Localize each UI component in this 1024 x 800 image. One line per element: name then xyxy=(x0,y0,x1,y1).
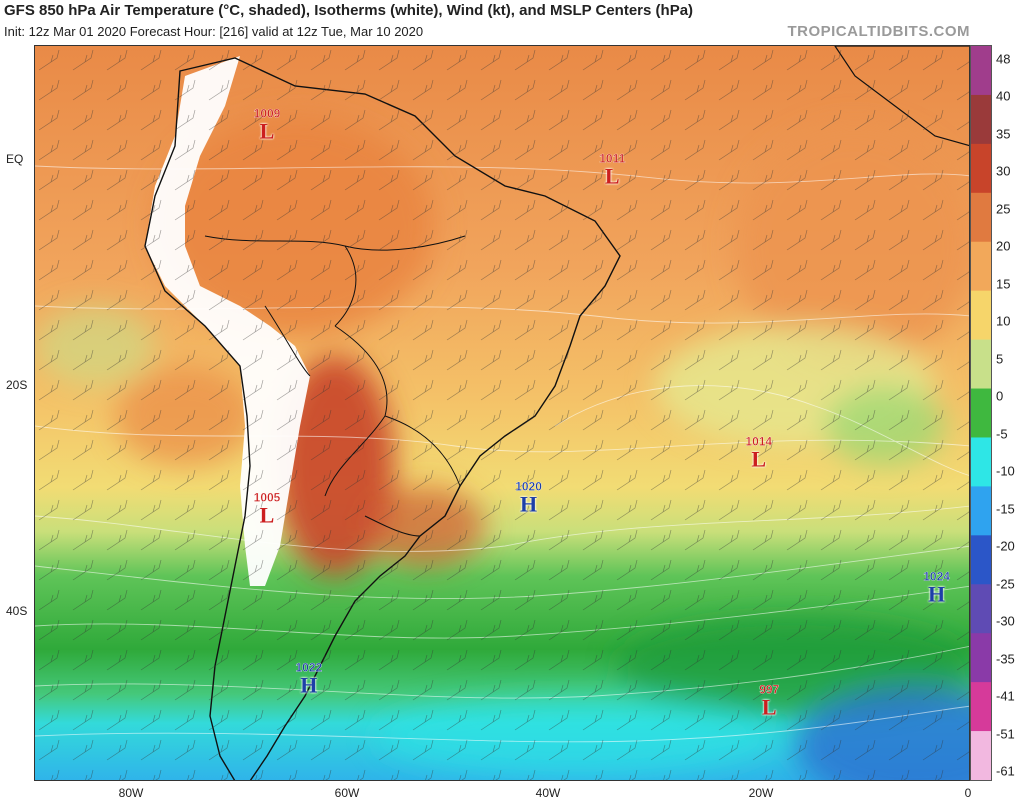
pressure-symbol: H xyxy=(300,672,318,698)
colorbar-tick-label: 30 xyxy=(996,163,1011,179)
colorbar-gradient xyxy=(971,46,991,781)
colorbar-segment xyxy=(971,584,991,635)
pressure-value: 1020 xyxy=(515,479,542,494)
pressure-value: 1014 xyxy=(745,434,773,449)
pressure-symbol: H xyxy=(928,581,946,607)
colorbar-segment xyxy=(971,388,991,439)
lon-label-40w: 40W xyxy=(535,786,561,800)
pressure-symbol: L xyxy=(761,694,777,720)
map-title: GFS 850 hPa Air Temperature (°C, shaded)… xyxy=(4,2,694,19)
lat-label-eq: EQ xyxy=(6,152,24,166)
pressure-symbol: H xyxy=(519,491,538,517)
low-pressure-center: 1005 L xyxy=(253,490,281,528)
colorbar-tick-label: -25 xyxy=(996,576,1015,592)
colorbar-segment xyxy=(971,290,991,341)
pressure-value: 1024 xyxy=(923,569,950,584)
pressure-symbol: L xyxy=(259,118,275,144)
colorbar-segment xyxy=(971,46,991,96)
colorbar-tick-label: 40 xyxy=(996,88,1011,104)
lat-label-40s: 40S xyxy=(6,604,28,618)
colorbar-tick-label: -30 xyxy=(996,613,1015,629)
lon-label-20w: 20W xyxy=(748,786,774,800)
low-pressure-center: 1011 L xyxy=(599,151,626,189)
colorbar-tick-label: 0 xyxy=(996,388,1004,404)
pressure-value: 1005 xyxy=(253,490,281,505)
colorbar-tick-label: 25 xyxy=(996,201,1011,217)
colorbar-segment xyxy=(971,437,991,488)
pressure-value: 997 xyxy=(759,682,780,697)
lon-label-60w: 60W xyxy=(334,786,360,800)
colorbar-tick-label: 5 xyxy=(996,351,1004,367)
colorbar-tick-label: -35 xyxy=(996,651,1015,667)
colorbar xyxy=(970,45,992,781)
high-pressure-center: 1024 H xyxy=(923,569,950,607)
colorbar-segment xyxy=(971,94,991,145)
colorbar-tick-label: -15 xyxy=(996,501,1015,517)
colorbar-tick-label: -10 xyxy=(996,463,1015,479)
colorbar-segment xyxy=(971,633,991,684)
low-pressure-center: 1009 L xyxy=(253,106,281,144)
high-pressure-center: 1022 H xyxy=(295,660,323,698)
colorbar-tick-label: 10 xyxy=(996,313,1011,329)
colorbar-tick-label: -20 xyxy=(996,538,1015,554)
pressure-symbol: L xyxy=(259,502,275,528)
colorbar-tick-label: 48 xyxy=(996,51,1011,67)
wind-barbs xyxy=(35,46,969,780)
colorbar-segment xyxy=(971,682,991,733)
colorbar-tick-label: -51 xyxy=(996,726,1015,742)
lon-label-80w: 80W xyxy=(118,786,144,800)
colorbar-segment xyxy=(971,731,991,781)
pressure-value: 1009 xyxy=(253,106,281,121)
colorbar-tick-label: 20 xyxy=(996,238,1011,254)
pressure-symbol: L xyxy=(604,163,620,189)
colorbar-segment xyxy=(971,339,991,390)
colorbar-tick-label: 35 xyxy=(996,126,1011,142)
high-pressure-center: 1020 H xyxy=(515,479,542,517)
colorbar-segment xyxy=(971,535,991,586)
colorbar-tick-label: 15 xyxy=(996,276,1011,292)
pressure-value: 1022 xyxy=(295,660,323,675)
colorbar-tick-label: -5 xyxy=(996,426,1008,442)
colorbar-segment xyxy=(971,143,991,194)
low-pressure-center: 997 L xyxy=(759,682,780,720)
pressure-symbol: L xyxy=(751,446,767,472)
map-canvas xyxy=(35,46,969,780)
lat-label-20s: 20S xyxy=(6,378,28,392)
temperature-map xyxy=(34,45,970,781)
colorbar-tick-label: -41 xyxy=(996,688,1015,704)
low-pressure-center: 1014 L xyxy=(745,435,772,470)
pressure-value: 1011 xyxy=(599,151,626,166)
map-subtitle: Init: 12z Mar 01 2020 Forecast Hour: [21… xyxy=(4,24,424,39)
colorbar-segment xyxy=(971,241,991,292)
colorbar-segment xyxy=(971,486,991,537)
colorbar-tick-label: -61 xyxy=(996,763,1015,779)
lon-label-0: 0 xyxy=(964,786,972,800)
colorbar-segment xyxy=(971,192,991,243)
brand-watermark: TROPICALTIDBITS.COM xyxy=(787,23,970,40)
